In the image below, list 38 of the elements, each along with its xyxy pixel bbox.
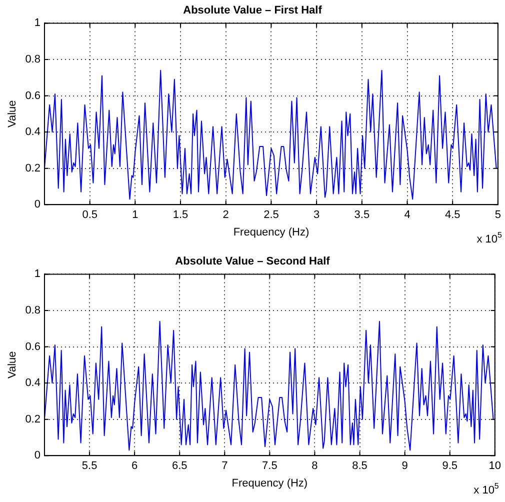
x-tick-label: 3 [314,209,320,222]
x-tick-label: 8.5 [352,460,368,472]
y-tick-label: 0.4 [25,126,40,138]
y-tick-label: 1 [34,17,40,30]
y-tick-label: 0.8 [25,304,40,317]
x-tick-label: 3.5 [354,209,370,222]
y-tick-label: 0 [34,198,40,211]
x-tick-label: 5 [494,209,502,222]
y-tick-label: 0.6 [25,340,40,353]
x-tick-label: 0.5 [82,209,98,222]
x-tick-label: 2.5 [264,209,279,222]
y-tick-label: 0.8 [25,54,40,66]
x-tick-label: 1 [132,209,138,222]
y-tick-label: 0.6 [25,90,40,102]
x-axis-title: Frequency (Hz) [232,477,308,490]
y-tick-label: 1 [34,268,40,280]
y-axis-title: Value [6,100,19,128]
x-tick-label: 4.5 [444,209,460,222]
x-tick-label: 9.5 [442,460,458,472]
x-tick-label: 2 [222,209,229,222]
x-tick-label: 9 [402,460,408,472]
x-tick-label: 6.5 [172,460,188,472]
y-axis-title: Value [6,351,19,379]
x-tick-label: 7.5 [262,460,278,472]
y-tick-label: 0.2 [25,413,40,426]
x-tick-label: 1.5 [172,209,188,222]
x-tick-label: 8 [312,460,318,472]
x-axis-title: Frequency (Hz) [233,226,310,238]
x-tick-label: 6 [132,460,138,472]
chart-title: Absolute Value – Second Half [175,256,330,268]
x-tick-label: 4 [404,209,410,222]
x-tick-label: 10 [488,460,502,472]
y-tick-label: 0.4 [25,377,40,390]
chart-title: Absolute Value – First Half [183,4,322,17]
x-tick-label: 5.5 [82,460,98,472]
y-tick-label: 0 [34,450,40,462]
x-tick-label: 7 [222,460,228,472]
y-tick-label: 0.2 [25,162,40,174]
